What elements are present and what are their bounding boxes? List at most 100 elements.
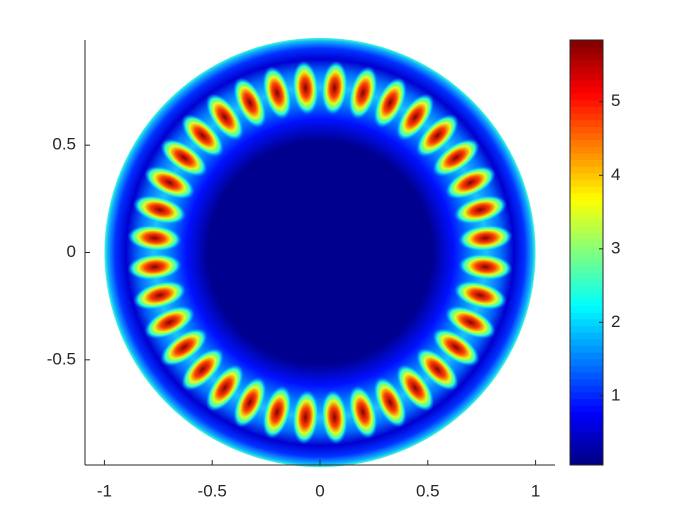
colorbar-cell xyxy=(570,159,603,167)
colorbar-cell xyxy=(570,179,603,187)
mode-lobe xyxy=(181,114,224,157)
x-tick-label: -1 xyxy=(97,481,112,500)
colorbar-cell xyxy=(570,252,603,260)
mode-lobe xyxy=(396,93,435,141)
mode-lobe xyxy=(133,280,186,310)
colorbar-cell xyxy=(570,418,603,426)
mode-lobe xyxy=(373,77,407,128)
mode-lobe xyxy=(458,253,513,281)
colorbar-frame xyxy=(569,39,604,466)
colorbar-cell xyxy=(570,398,603,406)
mode-lobe xyxy=(160,328,208,367)
colorbar-cell xyxy=(570,40,603,48)
mode-lobe xyxy=(348,66,378,120)
colorbar-cell xyxy=(570,232,603,240)
mode-lobe xyxy=(233,77,267,128)
colorbar-cell xyxy=(570,372,603,380)
colorbar-cell xyxy=(570,106,603,114)
x-tick-label: 0.5 xyxy=(416,481,440,500)
mode-lobe xyxy=(205,364,244,412)
colorbar-cell xyxy=(570,285,603,293)
colorbar-cell xyxy=(570,132,603,141)
colorbar-tick-label: 1 xyxy=(611,385,620,404)
mode-lobe xyxy=(432,138,480,177)
mode-lobe xyxy=(262,385,292,439)
colorbar-cell xyxy=(570,73,603,81)
mode-lobe xyxy=(348,385,378,439)
mode-lobe xyxy=(321,390,348,445)
mode-lobe xyxy=(445,305,496,339)
colorbar-cell xyxy=(570,212,603,220)
colorbar-cell xyxy=(570,272,603,280)
mode-lobe xyxy=(262,66,292,120)
colorbar-cell xyxy=(570,305,603,313)
colorbar-cell xyxy=(570,86,603,94)
mode-lobe xyxy=(181,348,224,391)
colorbar-cell xyxy=(570,298,603,307)
colorbar-cell xyxy=(570,378,603,386)
colorbar-cell xyxy=(570,152,603,161)
colorbar-cell xyxy=(570,365,603,373)
colorbar-tick-label: 5 xyxy=(611,91,620,110)
y-tick-label: 0 xyxy=(67,242,76,261)
mode-lobe xyxy=(416,114,459,157)
colorbar-cell xyxy=(570,332,603,340)
colorbar-cell xyxy=(570,411,603,420)
colorbar-cell xyxy=(570,186,603,194)
colorbar-cell xyxy=(570,438,603,446)
colorbar-cell xyxy=(570,59,603,68)
mode-lobe xyxy=(144,305,195,339)
colorbar-cell xyxy=(570,225,603,234)
colorbar-cell xyxy=(570,318,603,327)
colorbar-cell xyxy=(570,139,603,147)
colorbar-cell xyxy=(570,199,603,207)
colorbar-cell xyxy=(570,53,603,61)
mode-lobe xyxy=(373,377,407,428)
mode-lobe xyxy=(233,377,267,428)
colorbar-cell xyxy=(570,445,603,453)
colorbar-cell xyxy=(570,113,603,121)
colorbar-cell xyxy=(570,192,603,200)
mode-lobe xyxy=(205,93,244,141)
plot-area: -1 -0.5 0 0.5 1 -0.5 0 0.5 xyxy=(47,37,555,500)
colorbar-cell xyxy=(570,338,603,346)
colorbar: 1 2 3 4 5 xyxy=(569,39,620,466)
colorbar-cell xyxy=(570,166,603,174)
mode-lobe xyxy=(432,328,480,367)
mode-lobe xyxy=(454,195,507,225)
colorbar-cell xyxy=(570,458,603,466)
colorbar-cell xyxy=(570,66,603,74)
x-tick-label: -0.5 xyxy=(198,481,227,500)
mode-lobe xyxy=(321,60,348,115)
colorbar-cell xyxy=(570,79,603,87)
colorbar-cell xyxy=(570,259,603,267)
colorbar-cell xyxy=(570,245,603,253)
y-tick-label: 0.5 xyxy=(52,135,76,154)
mode-lobe xyxy=(127,253,182,281)
colorbar-tick-label: 4 xyxy=(611,165,620,184)
colorbar-cell xyxy=(570,46,603,54)
mode-lobe xyxy=(454,280,507,310)
x-tick-label: 1 xyxy=(531,481,540,500)
mode-lobe xyxy=(396,364,435,412)
colorbar-cell xyxy=(570,425,603,433)
mode-lobe xyxy=(458,224,513,252)
colorbar-tick-label: 3 xyxy=(611,238,620,257)
colorbar-cell xyxy=(570,126,603,134)
colorbar-cell xyxy=(570,385,603,393)
colorbar-cell xyxy=(570,99,603,107)
mode-lobe xyxy=(416,348,459,391)
colorbar-cell xyxy=(570,431,603,439)
colorbar-cell xyxy=(570,292,603,300)
colorbar-cell xyxy=(570,358,603,366)
colorbar-cell xyxy=(570,352,603,360)
colorbar-cell xyxy=(570,345,603,353)
y-tick-label: -0.5 xyxy=(47,349,76,368)
colorbar-cell xyxy=(570,239,603,247)
colorbar-cell xyxy=(570,312,603,320)
domain-disk xyxy=(104,37,536,468)
mode-lobe xyxy=(133,195,186,225)
colorbar-cell xyxy=(570,219,603,227)
colorbar-tick-label: 2 xyxy=(611,312,620,331)
